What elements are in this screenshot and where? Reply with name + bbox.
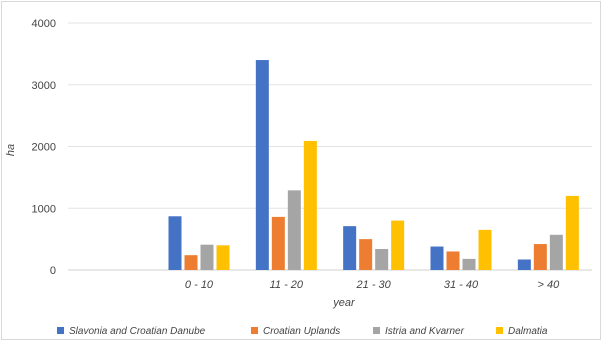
bar [271, 216, 285, 270]
bar [391, 220, 405, 270]
x-tick-label: 11 - 20 [270, 279, 304, 291]
bar [303, 140, 317, 270]
y-axis-ticks: 0 1000 2000 3000 4000 [32, 18, 56, 277]
bar [184, 255, 198, 270]
bar [478, 229, 492, 270]
x-axis-ticks: 0 - 10 11 - 20 21 - 30 31 - 40 > 40 [185, 279, 560, 291]
x-tick-label: 31 - 40 [444, 279, 479, 291]
legend: Slavonia and Croatian Danube Croatian Upl… [57, 326, 548, 337]
bar [255, 60, 269, 270]
y-axis-title: ha [5, 144, 17, 156]
bar [462, 258, 476, 270]
y-tick-label: 4000 [32, 18, 56, 30]
y-tick-label: 0 [50, 265, 56, 277]
x-tick-label: 0 - 10 [185, 279, 214, 291]
y-tick-label: 2000 [32, 142, 56, 154]
bar [430, 246, 444, 270]
legend-label: Croatian Uplands [263, 326, 340, 337]
bars [168, 60, 579, 270]
bar [565, 195, 579, 270]
bar [287, 190, 301, 270]
legend-swatch [496, 327, 503, 334]
legend-swatch [57, 327, 64, 334]
y-tick-label: 3000 [32, 80, 56, 92]
legend-swatch [373, 327, 380, 334]
bar [200, 244, 214, 270]
gridlines [68, 22, 592, 271]
legend-swatch [251, 327, 258, 334]
bar [549, 234, 563, 270]
x-tick-label: 21 - 30 [356, 279, 392, 291]
bar [216, 245, 230, 270]
y-tick-label: 1000 [32, 203, 56, 215]
bar [359, 239, 373, 270]
legend-label: Dalmatia [508, 326, 548, 337]
bar [517, 259, 531, 270]
bar [343, 226, 357, 270]
legend-label: Istria and Kvarner [385, 326, 465, 337]
bar [533, 244, 547, 270]
x-tick-label: > 40 [537, 279, 560, 291]
x-axis-title: year [332, 297, 356, 309]
legend-label: Slavonia and Croatian Danube [69, 326, 206, 337]
bar [168, 216, 182, 270]
bar [375, 249, 389, 270]
bar [446, 251, 460, 270]
